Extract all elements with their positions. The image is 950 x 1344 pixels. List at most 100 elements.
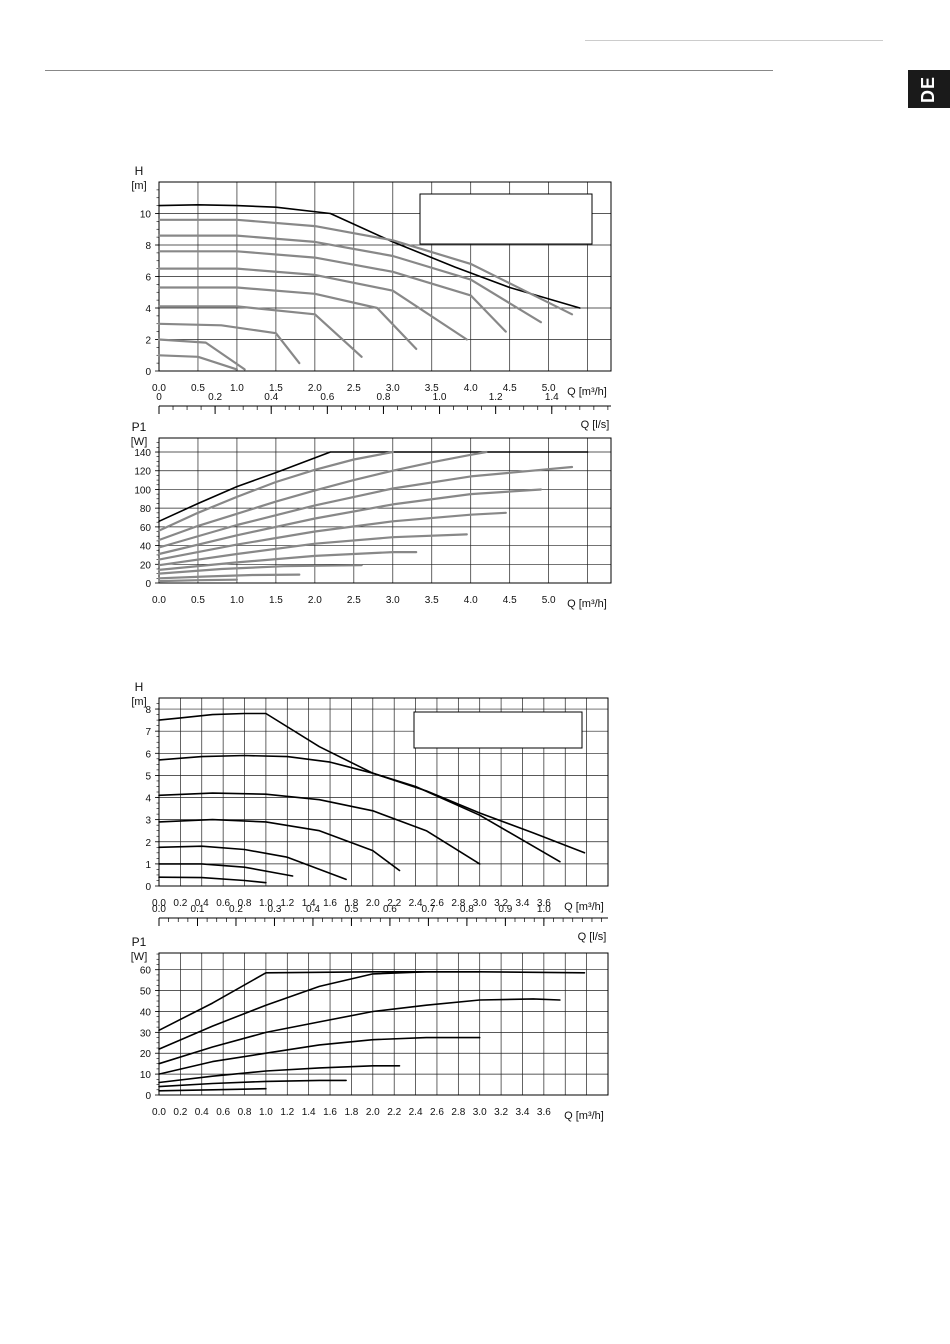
x-tick-label: 4.0 bbox=[464, 383, 478, 394]
x-tick-label: 2.6 bbox=[430, 898, 444, 909]
curve-series-7 bbox=[158, 1087, 267, 1092]
x-tick-label: 1.0 bbox=[230, 595, 244, 606]
curve-series-4 bbox=[157, 465, 574, 549]
x-tick-label: 2.0 bbox=[366, 1107, 380, 1118]
x-tick-label: 2.0 bbox=[308, 383, 322, 394]
secondary-tick-label: 0.3 bbox=[268, 904, 282, 915]
x-tick-label: 1.0 bbox=[259, 898, 273, 909]
x-tick-label: 3.4 bbox=[516, 1107, 530, 1118]
y-axis-label: P1 bbox=[132, 420, 147, 434]
curve-series-5 bbox=[157, 267, 468, 341]
y-tick-label: 0 bbox=[145, 1091, 151, 1102]
curve-series-7 bbox=[158, 876, 267, 884]
x-tick-label: 1.2 bbox=[280, 898, 294, 909]
x-tick-label: 3.0 bbox=[386, 383, 400, 394]
x-tick-label: 2.8 bbox=[451, 1107, 465, 1118]
curve-series-3 bbox=[158, 792, 481, 865]
legend-box bbox=[413, 711, 583, 749]
x-tick-label: 0.2 bbox=[173, 1107, 187, 1118]
secondary-tick-label: 0.9 bbox=[498, 904, 512, 915]
x-tick-label: 1.5 bbox=[269, 595, 283, 606]
y-tick-label: 3 bbox=[145, 816, 151, 827]
secondary-tick-label: 0.0 bbox=[152, 904, 166, 915]
y-tick-label: 7 bbox=[145, 727, 151, 738]
x-tick-label: 3.4 bbox=[516, 898, 530, 909]
chart-pump2_head: 0 1 2 3 4 5 6 7 8 0.0 0.2 0.4 0.6 0.8 1.0 1.2 1.4 1.6 1.8 2… bbox=[131, 680, 609, 943]
secondary-axis-ls: 0.0 0.1 0.2 0.3 0.4 0.5 0.6 0.7 0.8 0.9 1.0 Q [l/s] bbox=[152, 904, 608, 943]
x-tick-label: 2.2 bbox=[387, 1107, 401, 1118]
curve-series-9 bbox=[157, 338, 246, 371]
x-tick-label: 2.4 bbox=[409, 898, 423, 909]
chart-grid bbox=[158, 438, 611, 584]
curve-series-7 bbox=[157, 533, 468, 567]
curve-series-6 bbox=[157, 511, 507, 561]
x-tick-label: 1.8 bbox=[344, 1107, 358, 1118]
x-tick-label: 1.4 bbox=[302, 898, 316, 909]
x-tick-label: 0.0 bbox=[152, 1107, 166, 1118]
x-tick-label: 3.0 bbox=[386, 595, 400, 606]
y-tick-label: 100 bbox=[134, 485, 151, 496]
curve-series-3 bbox=[157, 450, 488, 542]
secondary-tick-label: 1.2 bbox=[489, 392, 503, 403]
x-tick-label: 0.0 bbox=[152, 383, 166, 394]
y-tick-label: 40 bbox=[140, 542, 152, 553]
secondary-tick-label: 1.0 bbox=[537, 904, 551, 915]
secondary-axis-label: Q [l/s] bbox=[578, 931, 607, 943]
plot-frame bbox=[158, 437, 612, 584]
secondary-tick-label: 0.8 bbox=[460, 904, 474, 915]
y-tick-label: 10 bbox=[140, 210, 152, 221]
language-tab: DE bbox=[908, 70, 950, 108]
chart-pump1_head: 0 2 4 6 8 10 0.0 0.5 1.0 1.5 2.0 2.5 3.0 3.5 4.0 4.5 5.0… bbox=[131, 164, 612, 431]
chart-pump1_power: 0 20 40 60 80 100 120 140 0.0 0.5 1.0 1.5 2.0 2.5 3.0 3… bbox=[131, 420, 612, 610]
secondary-tick-label: 0.2 bbox=[229, 904, 243, 915]
y-axis-label: P1 bbox=[132, 935, 147, 949]
secondary-tick-label: 0.7 bbox=[421, 904, 435, 915]
curve-series-10 bbox=[157, 354, 238, 371]
curve-series-6 bbox=[157, 286, 418, 350]
x-tick-label: 3.5 bbox=[425, 383, 439, 394]
secondary-tick-label: 0.5 bbox=[344, 904, 358, 915]
curve-series-3 bbox=[158, 998, 561, 1065]
y-tick-label: 2 bbox=[145, 838, 151, 849]
curve-series-5 bbox=[157, 488, 543, 556]
y-tick-label: 80 bbox=[140, 504, 152, 515]
y-tick-label: 50 bbox=[140, 987, 152, 998]
x-tick-label: 2.0 bbox=[366, 898, 380, 909]
x-tick-label: 3.6 bbox=[537, 898, 551, 909]
x-axis-label: Q [m³/h] bbox=[564, 901, 604, 913]
x-tick-label: 1.0 bbox=[230, 383, 244, 394]
curve-series-8 bbox=[157, 550, 418, 572]
secondary-tick-label: 0.8 bbox=[376, 392, 390, 403]
x-tick-label: 1.2 bbox=[280, 1107, 294, 1118]
curve-series-6 bbox=[158, 863, 294, 877]
x-tick-label: 2.6 bbox=[430, 1107, 444, 1118]
x-tick-label: 1.5 bbox=[269, 383, 283, 394]
y-axis-unit: [W] bbox=[131, 951, 148, 963]
x-tick-label: 3.0 bbox=[473, 898, 487, 909]
y-tick-label: 10 bbox=[140, 1070, 152, 1081]
x-tick-label: 0.2 bbox=[173, 898, 187, 909]
x-tick-label: 0.8 bbox=[238, 898, 252, 909]
x-tick-label: 5.0 bbox=[542, 383, 556, 394]
x-tick-label: 3.5 bbox=[425, 595, 439, 606]
y-tick-label: 1 bbox=[145, 860, 151, 871]
curve-series-1 bbox=[158, 970, 586, 1032]
x-axis-label: Q [m³/h] bbox=[567, 386, 607, 398]
curve-series-1 bbox=[158, 712, 586, 854]
secondary-tick-label: 1.4 bbox=[545, 392, 559, 403]
x-tick-label: 4.5 bbox=[503, 383, 517, 394]
y-tick-label: 120 bbox=[134, 467, 151, 478]
secondary-tick-label: 0.6 bbox=[320, 392, 334, 403]
y-tick-label: 6 bbox=[145, 749, 151, 760]
secondary-tick-label: 0.4 bbox=[264, 392, 278, 403]
curve-series-7 bbox=[157, 305, 363, 358]
y-tick-label: 5 bbox=[145, 771, 151, 782]
header-rule bbox=[45, 70, 773, 71]
y-tick-label: 20 bbox=[140, 1049, 152, 1060]
x-tick-label: 0.5 bbox=[191, 595, 205, 606]
chart-grid bbox=[158, 953, 609, 1096]
x-axis-label: Q [m³/h] bbox=[567, 598, 607, 610]
y-axis-unit: [W] bbox=[131, 436, 148, 448]
y-tick-label: 4 bbox=[145, 304, 151, 315]
x-tick-label: 2.5 bbox=[347, 383, 361, 394]
